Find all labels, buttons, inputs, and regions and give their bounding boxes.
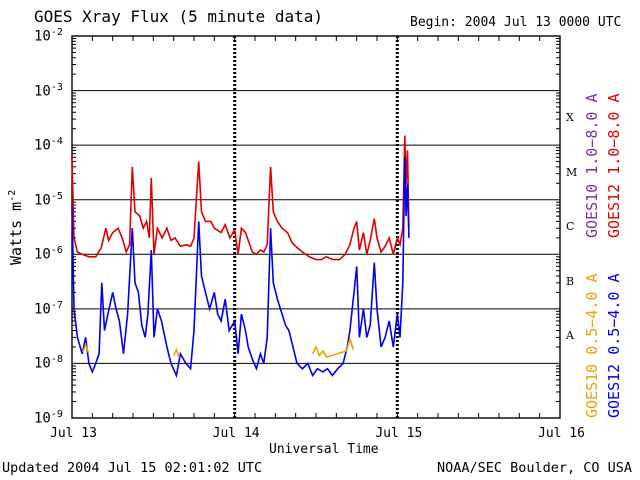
legend-goes12-short: GOES12 0.5−4.0 A — [605, 273, 623, 419]
flare-class-b: B — [566, 274, 575, 288]
y-tick-label: 10-5 — [34, 190, 63, 209]
series-goes12-1-0-8-0-a — [71, 135, 410, 261]
y-axis-label-exponent: -2 — [7, 189, 18, 202]
flare-class-c: C — [566, 220, 575, 234]
y-tick-exponent: -9 — [50, 409, 63, 420]
y-tick-base: 10 — [34, 410, 51, 427]
flare-class-a: A — [566, 329, 574, 343]
x-tick-label: Jul 16 — [538, 426, 585, 441]
begin-time-label: Begin: 2004 Jul 13 0000 UTC — [410, 15, 622, 30]
y-tick-base: 10 — [34, 246, 51, 263]
y-tick-exponent: -6 — [50, 245, 63, 257]
plot-frame — [71, 35, 561, 419]
series-goes10-0-5-4-0-a — [82, 342, 90, 353]
x-tick-label: Jul 14 — [212, 426, 260, 441]
y-tick-base: 10 — [34, 83, 51, 100]
x-axis-label: Universal Time — [269, 442, 379, 457]
y-tick-exponent: -4 — [50, 136, 63, 148]
y-tick-label: 10-3 — [34, 81, 63, 100]
credit-label: NOAA/SEC Boulder, CO USA — [437, 460, 633, 476]
legend-goes10-long: GOES10 1.0−8.0 A — [583, 93, 601, 239]
y-tick-exponent: -7 — [50, 299, 63, 311]
y-tick-base: 10 — [34, 192, 51, 209]
legend-goes12-long: GOES12 1.0−8.0 A — [605, 93, 623, 239]
x-tick-label: Jul 15 — [375, 426, 423, 441]
y-axis-label-text: Watts m — [7, 201, 25, 265]
y-tick-exponent: -5 — [50, 190, 63, 202]
series-layer — [71, 135, 410, 379]
flare-class-x: X — [566, 111, 574, 125]
y-tick-exponent: -3 — [50, 81, 63, 93]
series-goes10-0-5-4-0-a — [349, 338, 355, 350]
y-tick-base: 10 — [34, 356, 51, 373]
y-tick-exponent: -8 — [50, 354, 63, 366]
plot-grid — [71, 36, 561, 418]
y-tick-base: 10 — [34, 301, 51, 318]
y-tick-label: 10-6 — [34, 246, 63, 262]
y-tick-label: 10-4 — [34, 137, 63, 153]
y-tick-label: 10-9 — [34, 410, 63, 426]
legend-goes10-short: GOES10 0.5−4.0 A — [583, 273, 601, 419]
series-goes10-0-5-4-0-a — [172, 347, 180, 358]
updated-timestamp: Updated 2004 Jul 15 02:01:02 UTC — [2, 460, 263, 476]
series-goes10-0-5-4-0-a — [322, 336, 355, 359]
chart-title: GOES Xray Flux (5 minute data) — [34, 7, 323, 26]
y-tick-exponent: -2 — [50, 27, 63, 38]
y-tick-label: 10-2 — [34, 28, 63, 44]
y-tick-label: 10-7 — [34, 299, 63, 318]
flare-class-m: M — [566, 165, 578, 179]
series-goes12-0-5-4-0-a — [71, 157, 410, 379]
y-tick-label: 10-8 — [34, 355, 63, 371]
x-tick-label: Jul 13 — [50, 426, 97, 441]
y-axis-label: Watts m-2 — [7, 189, 25, 265]
y-tick-base: 10 — [34, 28, 51, 45]
y-tick-base: 10 — [34, 137, 51, 154]
series-goes10-0-5-4-0-a — [311, 345, 328, 358]
